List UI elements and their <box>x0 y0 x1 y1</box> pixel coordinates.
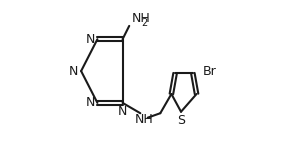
Text: NH: NH <box>135 113 153 126</box>
Text: S: S <box>177 114 185 127</box>
Text: Br: Br <box>203 65 216 78</box>
Text: N: N <box>86 33 95 46</box>
Text: NH: NH <box>132 12 151 25</box>
Text: 2: 2 <box>141 18 148 28</box>
Text: N: N <box>69 65 78 78</box>
Text: N: N <box>86 96 95 109</box>
Text: N: N <box>118 105 127 118</box>
